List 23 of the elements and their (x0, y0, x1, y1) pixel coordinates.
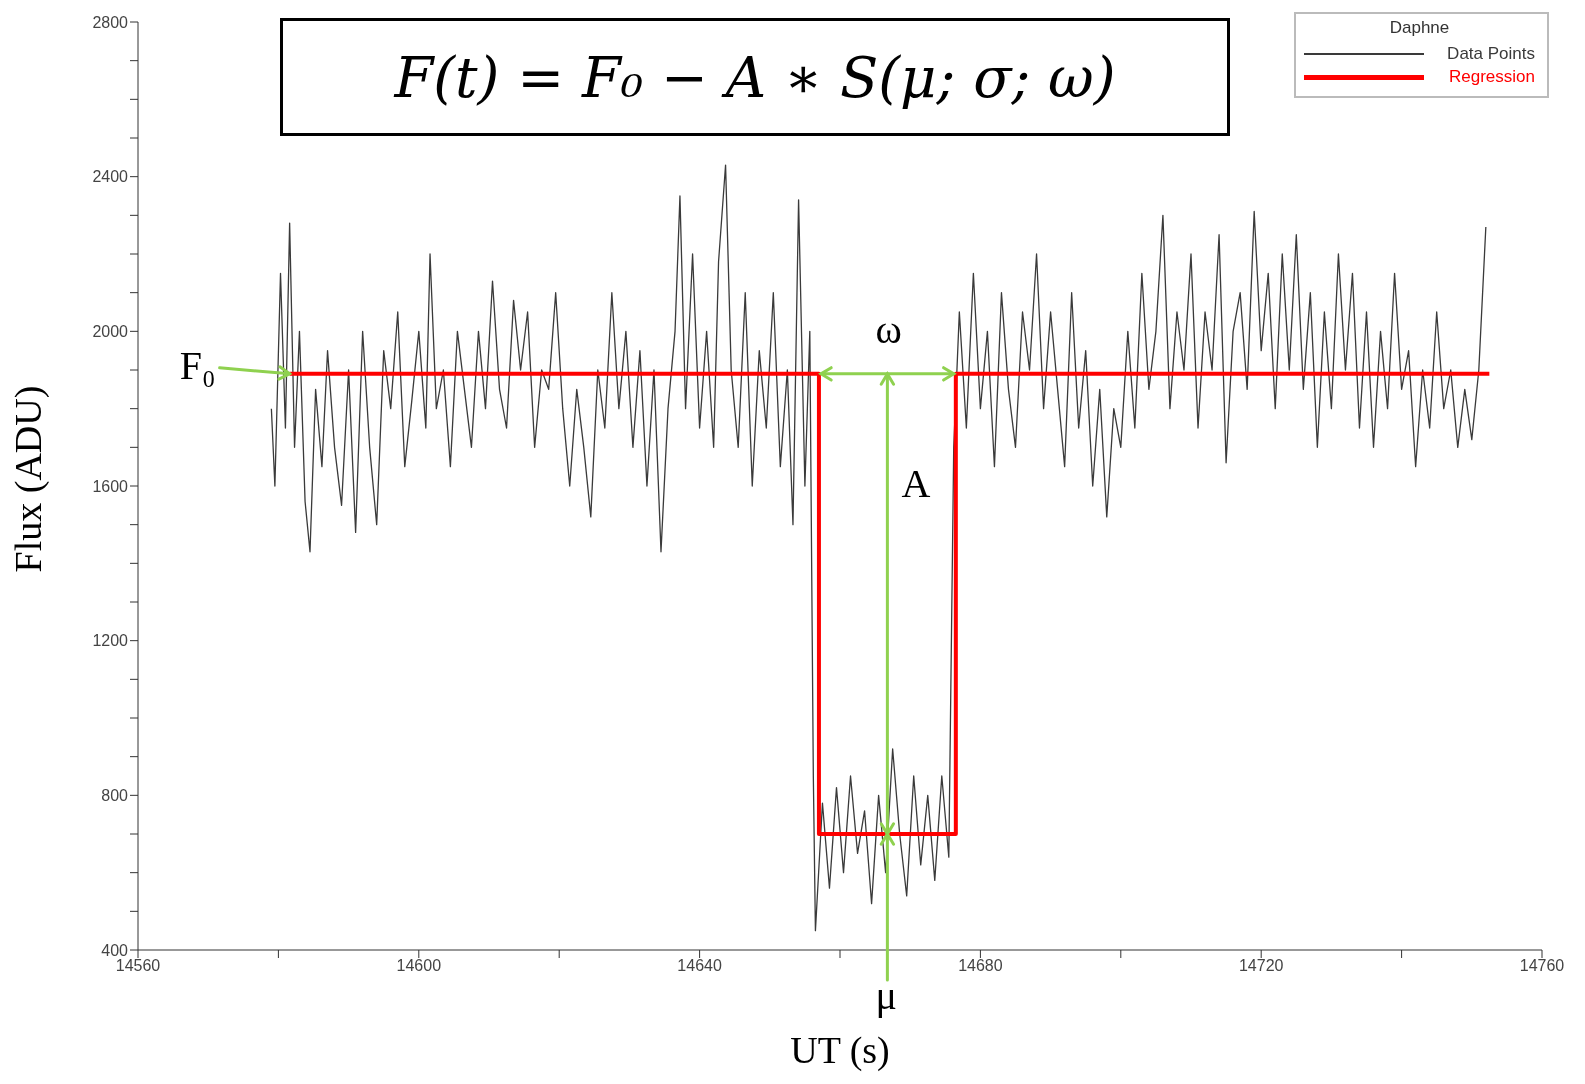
annotation: A (901, 460, 931, 506)
line-series (270, 164, 1487, 932)
y-tick-label: 800 (101, 787, 129, 805)
legend-title: Daphne (1388, 18, 1451, 38)
annotation: F₀ (179, 342, 216, 388)
y-tick-label: 1600 (92, 477, 129, 495)
text: Regression (1449, 67, 1535, 87)
y-tick-label: 2400 (92, 168, 129, 186)
x-tick-label: 14600 (396, 957, 442, 975)
annotation: μ (875, 973, 897, 1018)
y-tick-label: 1200 (92, 632, 129, 650)
text: Data Points (1447, 44, 1535, 64)
y-axis-title: Flux (ADU) (7, 385, 50, 573)
x-tick-label: 14760 (1519, 957, 1565, 975)
x-tick-label: 14720 (1238, 957, 1284, 975)
x-tick-label: 14640 (677, 957, 722, 975)
x-axis-title: UT (s) (789, 1029, 891, 1072)
x-tick-label: 14680 (958, 957, 1003, 975)
x-tick-label: 14560 (115, 957, 161, 975)
y-tick-label: 2800 (92, 13, 129, 31)
y-tick-label: 2000 (92, 323, 129, 341)
y-tick-label: 400 (101, 941, 129, 959)
annotation: ω (875, 306, 902, 352)
